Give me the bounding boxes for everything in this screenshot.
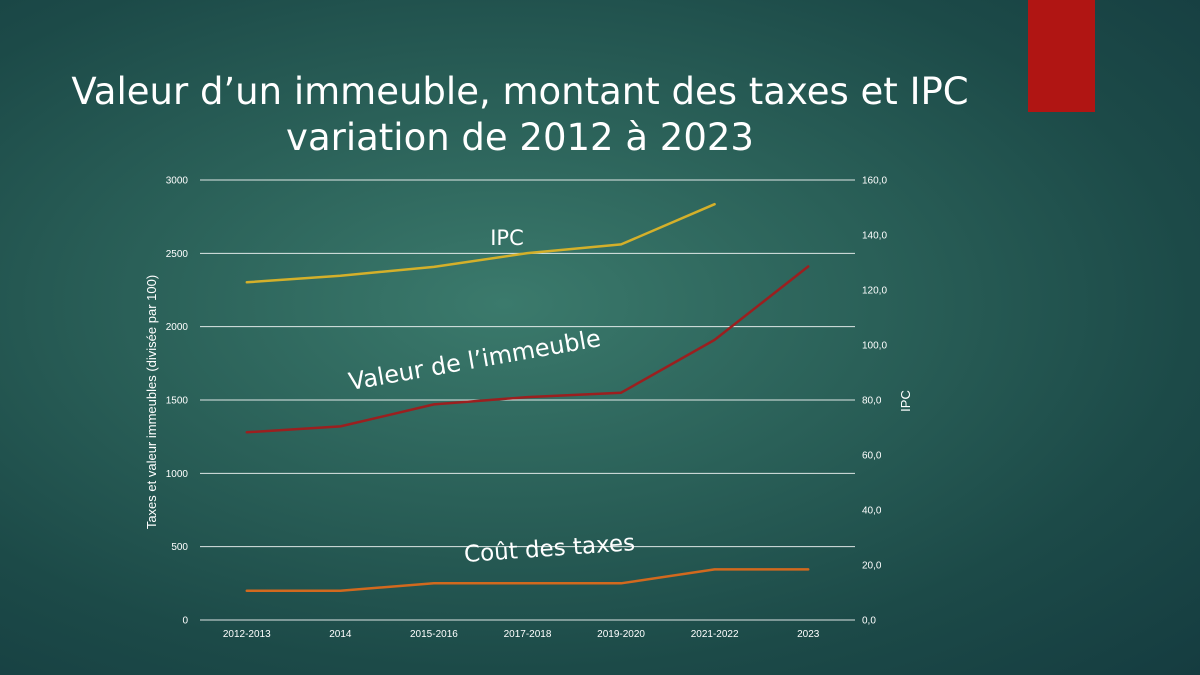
y2-tick-label: 140,0 [862,231,887,242]
y2-tick-label: 160,0 [862,176,887,187]
y-tick-label: 2500 [166,249,189,260]
right-axis-tick-labels: 0,0 20,0 40,0 60,0 80,0 100,0 120,0 140,0 160,0 [862,176,887,627]
x-tick-label: 2023 [797,629,820,640]
x-tick-label: 2012-2013 [223,629,271,640]
left-axis-title: Taxes et valeur immeubles (divisée par 1… [144,275,159,529]
y-tick-label: 1000 [166,469,189,480]
series-lines [245,202,810,592]
y2-tick-label: 40,0 [862,506,882,517]
y-tick-label: 0 [182,616,188,627]
title-line-2: variation de 2012 à 2023 [286,115,754,159]
accent-bar [1028,0,1095,112]
y-tick-label: 1500 [166,396,189,407]
x-tick-label: 2021-2022 [691,629,739,640]
left-axis-tick-labels: 0 500 1000 1500 2000 2500 3000 [166,176,189,627]
y-tick-label: 2000 [166,322,189,333]
slide-title: Valeur d’un immeuble, montant des taxes … [20,69,1020,161]
x-tick-label: 2019-2020 [597,629,645,640]
series-label-taxes: Coût des taxes [463,530,636,568]
x-tick-label: 2015-2016 [410,629,458,640]
y2-tick-label: 100,0 [862,341,887,352]
series-line-cout-des-taxes [245,568,810,592]
y2-tick-label: 20,0 [862,561,882,572]
y2-tick-label: 0,0 [862,616,876,627]
y-tick-label: 500 [171,542,188,553]
right-axis-title: IPC [898,390,913,412]
y2-tick-label: 120,0 [862,286,887,297]
y2-tick-label: 60,0 [862,451,882,462]
series-line-valeur-de-l-immeuble [245,265,810,434]
series-label-valeur: Valeur de l’immeuble [346,324,602,396]
x-axis-tick-labels: 2012-2013 2014 2015-2016 2017-2018 2019-2020… [223,629,820,640]
y2-tick-label: 80,0 [862,396,882,407]
x-tick-label: 2017-2018 [504,629,552,640]
title-line-1: Valeur d’un immeuble, montant des taxes … [71,69,969,113]
y-tick-label: 3000 [166,176,189,187]
x-tick-label: 2014 [329,629,352,640]
gridlines [200,179,855,621]
series-label-ipc: IPC [490,226,524,250]
series-line-ipc [245,202,716,284]
